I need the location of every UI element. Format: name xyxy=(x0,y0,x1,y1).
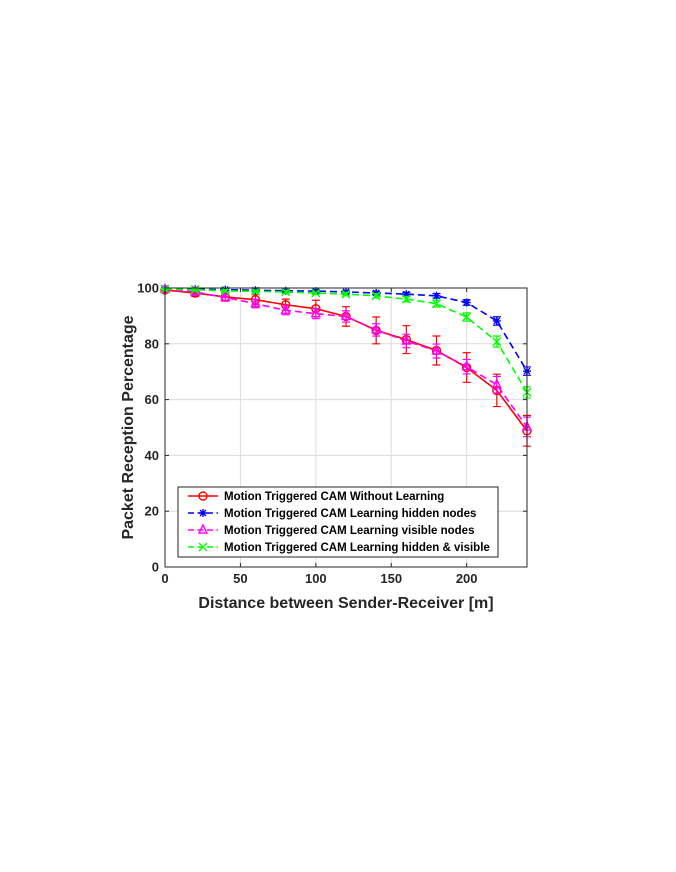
legend-label: Motion Triggered CAM Learning hidden nod… xyxy=(224,508,476,520)
x-tick-label: 50 xyxy=(233,571,247,586)
legend-entry: Motion Triggered CAM Learning hidden & v… xyxy=(188,542,490,554)
x-tick-label: 100 xyxy=(305,571,327,586)
data-point xyxy=(250,297,261,308)
data-point xyxy=(311,288,321,298)
data-point xyxy=(402,290,411,299)
data-point xyxy=(340,309,352,321)
data-point xyxy=(432,299,441,309)
data-point xyxy=(371,291,381,301)
legend-swatch-marker xyxy=(197,523,209,534)
data-point xyxy=(341,289,351,299)
legend: Motion Triggered CAM Without Learning Mot… xyxy=(177,486,499,558)
series-4 xyxy=(160,284,532,399)
legend-box xyxy=(177,486,499,558)
y-tick-label: 60 xyxy=(145,392,159,407)
data-point xyxy=(310,307,321,318)
legend-entry: Motion Triggered CAM Without Learning xyxy=(188,491,444,503)
y-axis-title: Packet Reception Percentage xyxy=(120,315,137,539)
data-point xyxy=(492,337,502,347)
data-point xyxy=(431,344,442,355)
data-point xyxy=(492,316,501,325)
y-tick-label: 0 xyxy=(152,560,159,575)
x-tick-label: 150 xyxy=(380,571,402,586)
legend-swatch-marker xyxy=(198,491,208,501)
x-axis-title: Distance between Sender-Receiver [m] xyxy=(198,595,493,612)
plot-frame xyxy=(164,287,528,568)
legend-swatch-marker xyxy=(199,509,207,517)
y-tick-label: 80 xyxy=(145,336,159,351)
legend-swatch-marker xyxy=(198,542,208,552)
data-point xyxy=(220,290,231,302)
x-tick-label: 0 xyxy=(161,571,168,586)
data-point xyxy=(432,291,441,300)
axis-ticks: 0 50 100 150 200 0 20 40 60 80 100 xyxy=(137,281,527,586)
data-point xyxy=(281,287,291,297)
data-point xyxy=(462,312,472,322)
legend-label: Motion Triggered CAM Without Learning xyxy=(224,491,444,503)
legend-entry: Motion Triggered CAM Learning hidden nod… xyxy=(188,508,476,520)
data-point xyxy=(371,323,382,334)
data-point xyxy=(251,286,260,296)
data-point xyxy=(190,285,200,295)
data-point xyxy=(461,360,472,371)
data-point xyxy=(491,378,502,389)
y-tick-label: 40 xyxy=(145,448,159,463)
y-tick-label: 100 xyxy=(137,281,159,296)
data-point xyxy=(401,294,411,304)
x-tick-label: 200 xyxy=(456,571,478,586)
legend-entry: Motion Triggered CAM Learning visible no… xyxy=(188,523,474,537)
data-point xyxy=(462,298,471,307)
data-point xyxy=(280,303,291,315)
legend-label: Motion Triggered CAM Learning hidden & v… xyxy=(224,542,490,554)
y-tick-label: 20 xyxy=(145,504,159,519)
legend-label: Motion Triggered CAM Learning visible no… xyxy=(224,525,474,537)
data-point xyxy=(401,334,412,345)
